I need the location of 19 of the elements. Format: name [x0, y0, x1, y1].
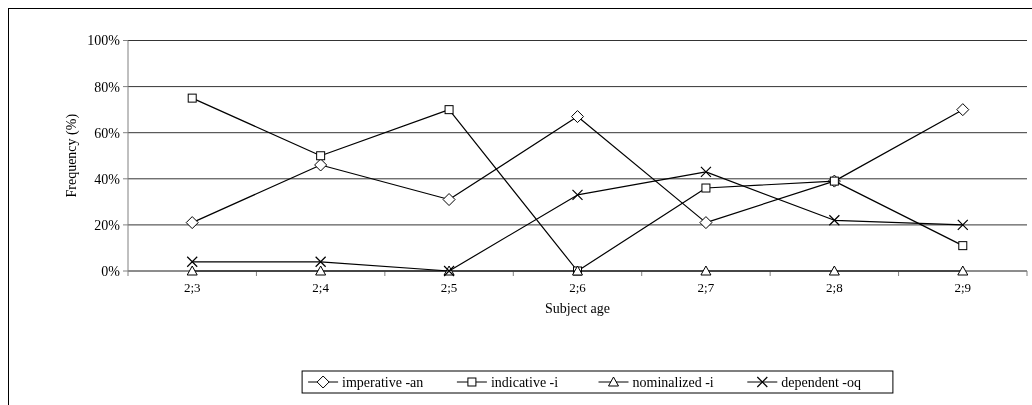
x-tick-label: 2;8 — [826, 280, 843, 295]
y-tick-label: 100% — [87, 33, 121, 49]
x-tick-label: 2;5 — [440, 280, 458, 295]
x-tick-label: 2;3 — [183, 280, 201, 295]
y-tick-label: 60% — [94, 125, 121, 141]
legend-label: nominalized -i — [632, 374, 714, 390]
y-tick-label: 20% — [94, 217, 121, 233]
legend-label: dependent -oq — [781, 374, 861, 390]
y-tick-label: 80% — [94, 79, 121, 95]
x-tick-label: 2;7 — [697, 280, 715, 295]
y-axis-title: Frequency (%) — [64, 113, 80, 198]
legend-label: imperative -an — [342, 374, 424, 390]
x-tick-label: 2;9 — [954, 280, 972, 295]
y-tick-label: 40% — [94, 171, 121, 187]
x-tick-label: 2;6 — [569, 280, 587, 295]
x-axis-title: Subject age — [545, 301, 610, 316]
y-tick-label: 0% — [101, 263, 121, 279]
x-tick-label: 2;4 — [312, 280, 330, 295]
legend-label: indicative -i — [490, 374, 559, 390]
